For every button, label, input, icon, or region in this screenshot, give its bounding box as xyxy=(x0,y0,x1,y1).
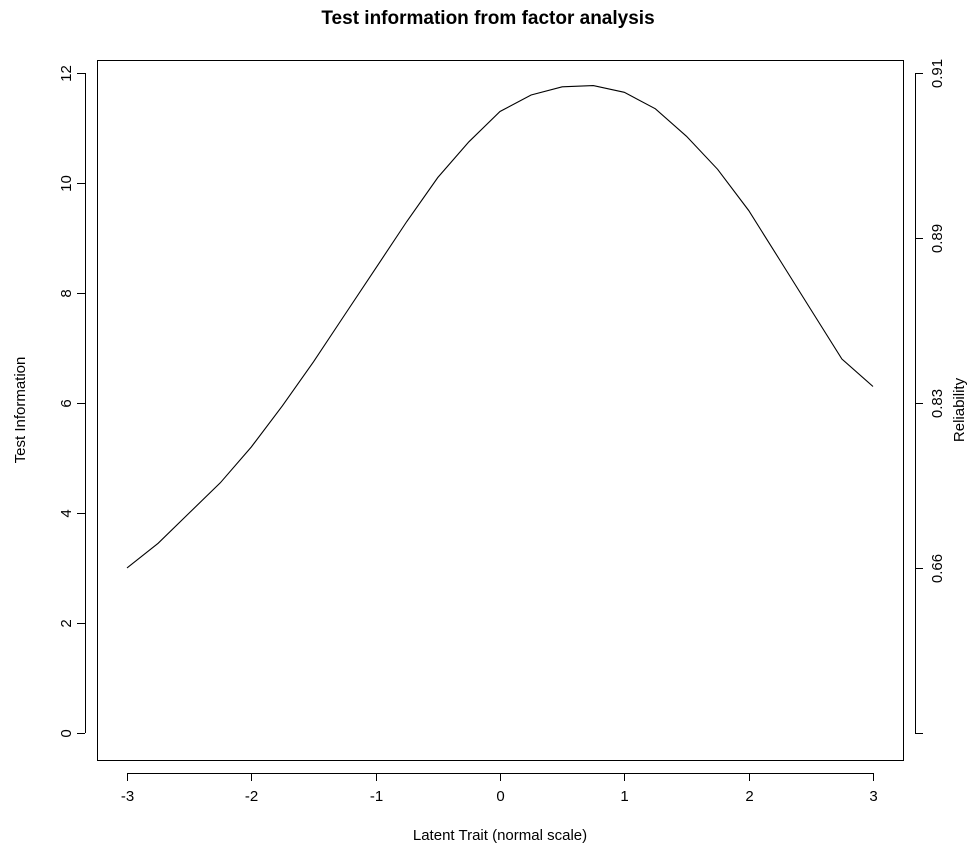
y2-axis-label: Reliability xyxy=(951,377,968,442)
x-tick-label: -1 xyxy=(370,788,383,805)
plot-frame xyxy=(97,60,904,761)
y-tick-label: 12 xyxy=(58,65,75,82)
x-tick-label: 3 xyxy=(869,788,877,805)
y2-tick-label: 0.66 xyxy=(929,554,946,583)
y-tick-label: 8 xyxy=(58,289,75,297)
y-tick-label: 4 xyxy=(58,509,75,517)
y-axis-right: 0.66 0.83 0.89 0.91 xyxy=(915,59,946,734)
y-tick-label: 6 xyxy=(58,399,75,407)
y-axis-left: 0 2 4 6 8 10 12 xyxy=(58,65,86,738)
x-tick-label: 2 xyxy=(745,788,753,805)
chart-title: Test information from factor analysis xyxy=(321,8,654,29)
x-axis-label: Latent Trait (normal scale) xyxy=(413,827,587,844)
y2-tick-label: 0.89 xyxy=(929,224,946,253)
y-tick-label: 0 xyxy=(58,729,75,737)
y-tick-label: 2 xyxy=(58,619,75,627)
x-axis: -3 -2 -1 0 1 2 3 xyxy=(121,773,878,805)
y-axis-label: Test Information xyxy=(12,357,29,464)
y-tick-label: 10 xyxy=(58,175,75,192)
x-tick-label: 1 xyxy=(620,788,628,805)
y2-tick-label: 0.91 xyxy=(929,59,946,88)
series-line xyxy=(126,85,874,569)
x-tick-label: -3 xyxy=(121,788,134,805)
x-tick-label: 0 xyxy=(496,788,504,805)
y2-tick-label: 0.83 xyxy=(929,389,946,418)
series-group xyxy=(126,85,874,569)
x-tick-label: -2 xyxy=(245,788,258,805)
